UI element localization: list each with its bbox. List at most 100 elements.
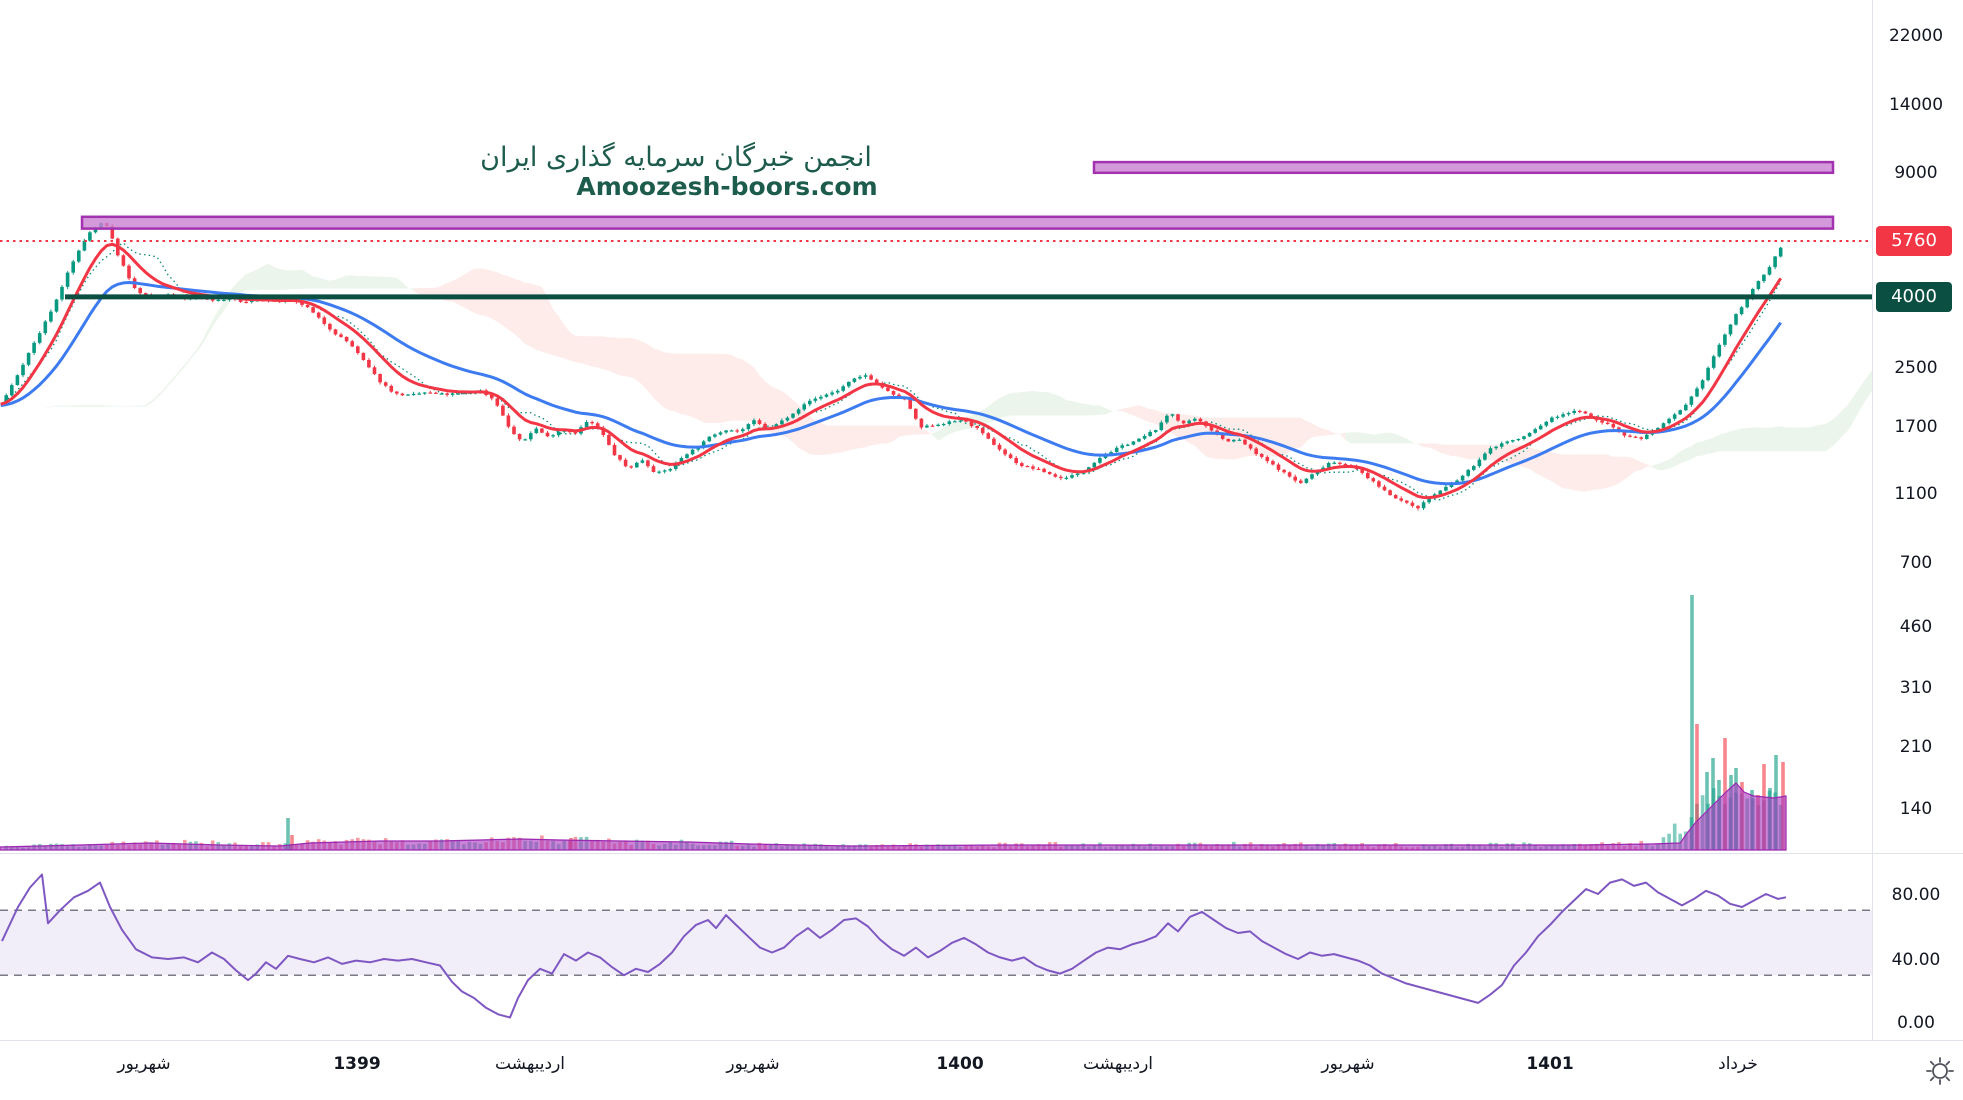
candle [1499, 443, 1504, 447]
candle [445, 393, 449, 395]
candle [1014, 458, 1018, 464]
candle [1304, 478, 1309, 483]
price-axis-label: 0.00 [1897, 1013, 1935, 1033]
candle [1310, 474, 1314, 479]
resistance-zone-1[interactable] [80, 215, 1835, 230]
candle [210, 298, 215, 301]
candle [1343, 463, 1348, 466]
candle [1622, 431, 1627, 436]
candle [1366, 472, 1370, 479]
candle [556, 431, 561, 436]
candle [707, 436, 712, 442]
candle [1070, 475, 1074, 478]
volume-spike-bar [290, 835, 294, 850]
candle [1684, 404, 1688, 411]
candle [1695, 388, 1699, 397]
candle [813, 398, 818, 401]
candle [975, 426, 979, 428]
candle [1773, 256, 1777, 268]
time-axis-label: 1399 [333, 1054, 381, 1074]
candle [1723, 334, 1727, 345]
candle [623, 459, 628, 467]
price-axis[interactable]: 5760 4000 22000 14000 9000 2500 1700 1100 700 4… [1872, 0, 1963, 1040]
pane-separator[interactable] [0, 853, 1963, 854]
candle [65, 272, 70, 287]
candle [992, 438, 996, 445]
volume-spike-bar [1690, 595, 1694, 850]
price-axis-label: 22000 [1888, 26, 1944, 46]
candle [378, 374, 382, 383]
candle [372, 367, 377, 375]
volume-bar [1672, 823, 1677, 850]
candle [1393, 495, 1398, 499]
price-axis-label: 80.00 [1891, 885, 1941, 905]
chart-panes[interactable]: انجمن خبرگان سرمایه گذاری ایران Amoozesh… [0, 0, 1872, 1040]
candle [1126, 444, 1130, 446]
candle [1059, 476, 1063, 479]
candle [969, 421, 974, 427]
candle [908, 399, 912, 409]
time-axis-label: اردیبهشت [1082, 1054, 1154, 1074]
candle [37, 333, 42, 343]
candle [936, 424, 940, 426]
chart-canvas[interactable] [0, 0, 1872, 1040]
candle [674, 462, 678, 469]
candle [780, 420, 784, 425]
candle [411, 393, 416, 396]
candle [1544, 421, 1549, 426]
candle [1533, 429, 1537, 433]
candle [1377, 481, 1381, 487]
price-axis-label: 210 [1899, 737, 1933, 757]
candle [1427, 498, 1431, 503]
candle [1388, 490, 1392, 496]
candle [629, 466, 633, 468]
time-axis[interactable]: شهریور 1399 اردیبهشت شهریور 1400 اردیبهشت شهری… [0, 1041, 1963, 1100]
candle [1036, 468, 1041, 470]
candle [1092, 462, 1097, 468]
candle [1460, 475, 1465, 481]
candle [1511, 440, 1515, 442]
candle [110, 226, 115, 239]
candle [1165, 415, 1169, 423]
volume-spike-bar [1695, 724, 1699, 850]
candle [1600, 420, 1604, 423]
candle [238, 299, 243, 302]
candle [757, 420, 762, 424]
candle [361, 352, 366, 360]
candle [1293, 476, 1297, 481]
candle [1187, 420, 1191, 424]
candle [82, 240, 87, 251]
candle [657, 471, 661, 473]
price-axis-label: 40.00 [1891, 950, 1941, 970]
candle [947, 421, 952, 424]
candle [1706, 367, 1710, 381]
candle [1678, 410, 1682, 415]
candle [356, 346, 360, 353]
candle [1008, 454, 1013, 458]
candle [506, 415, 511, 427]
candle [434, 392, 438, 394]
candle [1611, 423, 1616, 428]
candle [417, 393, 421, 395]
candle [1494, 446, 1498, 449]
candle [1282, 469, 1286, 473]
candle [1438, 490, 1443, 495]
candle [830, 392, 834, 395]
candle [986, 433, 991, 439]
candle [1220, 434, 1225, 439]
resistance-zone-2[interactable] [1092, 160, 1835, 175]
candle [395, 391, 399, 394]
candle [400, 393, 405, 396]
candle [1287, 472, 1292, 477]
axis-settings-icon[interactable] [1922, 1053, 1958, 1089]
candle [1583, 411, 1588, 414]
candle [618, 455, 622, 460]
candle [1538, 425, 1543, 430]
volume-series [4, 595, 1785, 850]
candle [389, 385, 394, 392]
last-price-label: 5760 [1876, 226, 1952, 256]
candle [808, 400, 812, 405]
candle [60, 286, 64, 300]
candle [1259, 454, 1264, 457]
